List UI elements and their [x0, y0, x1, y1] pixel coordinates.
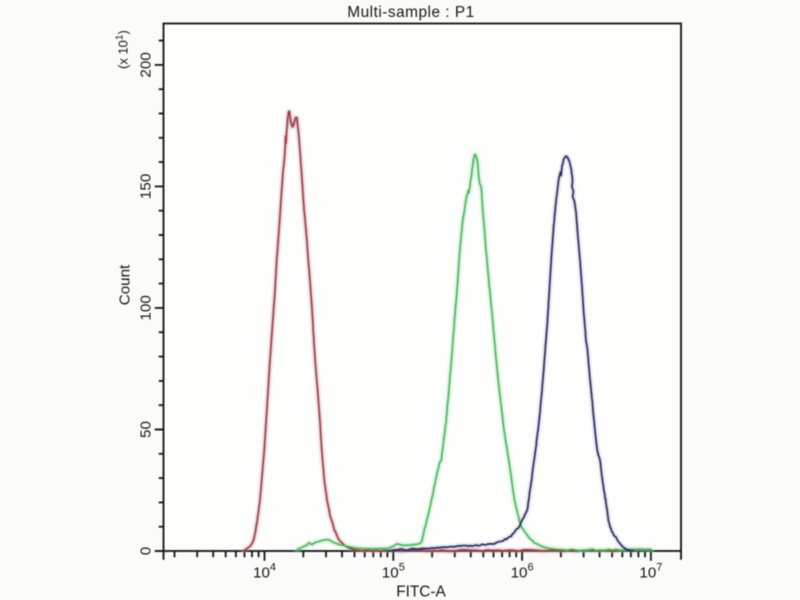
svg-text:100: 100 — [138, 295, 155, 320]
svg-text:200: 200 — [138, 52, 155, 77]
svg-text:50: 50 — [138, 421, 155, 438]
svg-text:FITC-A: FITC-A — [396, 584, 446, 600]
svg-text:Multi-sample : P1: Multi-sample : P1 — [347, 4, 474, 21]
svg-text:150: 150 — [138, 174, 155, 199]
svg-text:Count: Count — [117, 264, 134, 305]
svg-text:0: 0 — [138, 547, 155, 555]
